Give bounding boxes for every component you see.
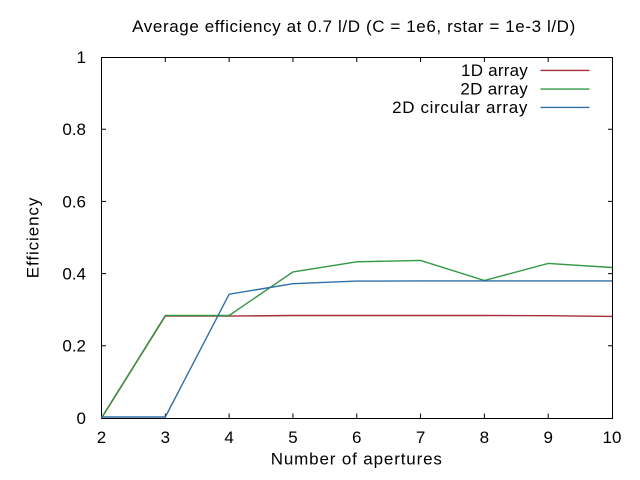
svg-text:4: 4 [224,428,233,447]
svg-text:Number of apertures: Number of apertures [271,450,443,469]
svg-text:Efficiency: Efficiency [24,197,43,278]
svg-text:7: 7 [416,428,425,447]
svg-text:0.8: 0.8 [62,120,86,139]
svg-text:9: 9 [543,428,552,447]
svg-text:10: 10 [603,428,622,447]
svg-text:0.6: 0.6 [62,192,86,211]
svg-text:1: 1 [77,48,86,67]
svg-text:2D circular array: 2D circular array [392,98,528,117]
svg-text:0: 0 [77,409,86,428]
svg-text:2: 2 [97,428,106,447]
svg-text:1D array: 1D array [461,61,528,80]
svg-text:8: 8 [480,428,489,447]
svg-text:5: 5 [288,428,297,447]
svg-text:2D array: 2D array [460,80,528,99]
svg-text:Average efficiency at 0.7 l/D: Average efficiency at 0.7 l/D (C = 1e6, … [132,17,576,36]
svg-text:0.4: 0.4 [62,265,86,284]
svg-text:0.2: 0.2 [62,337,86,356]
svg-text:3: 3 [161,428,170,447]
svg-text:6: 6 [352,428,361,447]
